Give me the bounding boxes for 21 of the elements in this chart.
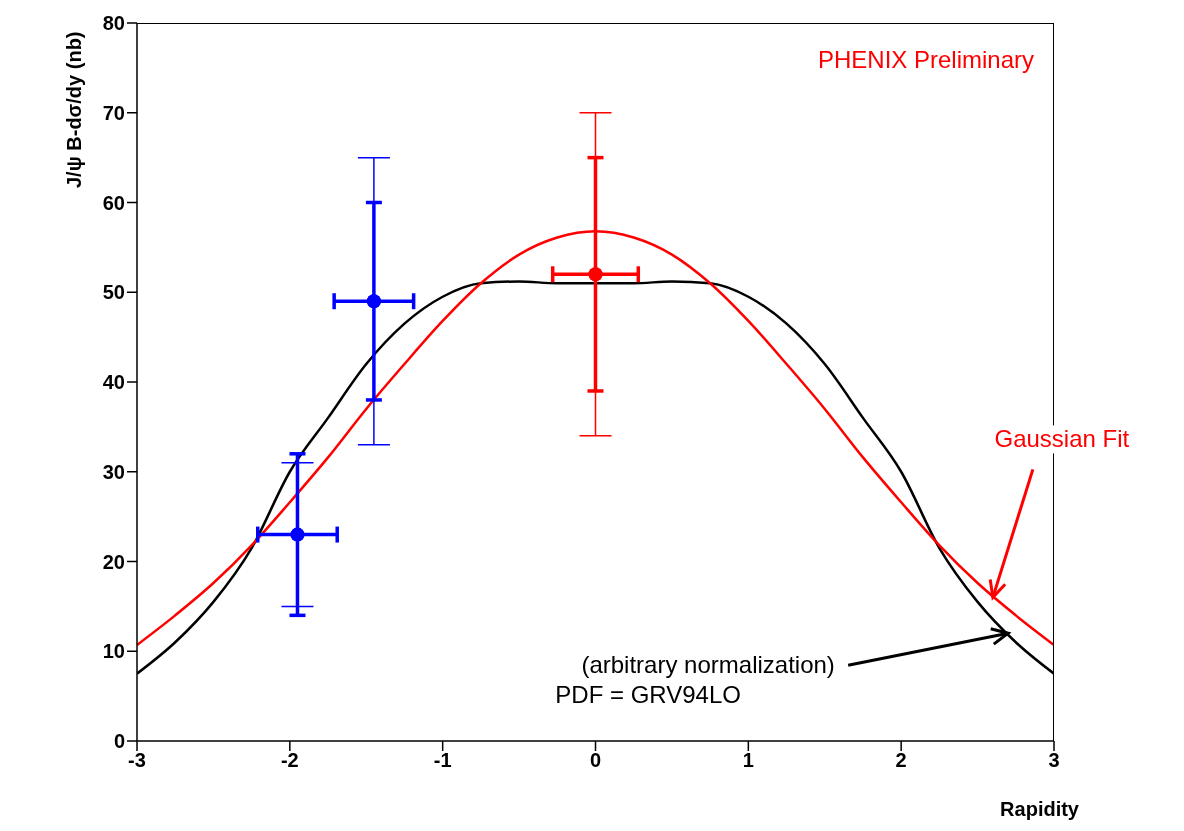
y-tick-label: 60 — [102, 191, 125, 214]
x-tick-label: -3 — [128, 749, 146, 772]
annotation: PHENIX Preliminary — [817, 46, 1034, 73]
x-axis-title: Rapidity — [1000, 798, 1080, 820]
y-tick-label: 50 — [102, 281, 125, 304]
y-tick-label: 80 — [102, 12, 125, 35]
y-tick-label: 0 — [113, 730, 125, 753]
annotation: Gaussian Fit — [994, 425, 1130, 453]
x-tick-label: 1 — [742, 749, 754, 772]
x-tick-label: 3 — [1048, 749, 1060, 772]
x-tick-label: -2 — [280, 749, 299, 772]
y-tick-label: 10 — [102, 640, 125, 663]
y-tick-label: 30 — [102, 460, 125, 483]
y-tick-label: 40 — [102, 371, 125, 394]
y-tick-label: 70 — [102, 101, 125, 124]
x-tick-label: 2 — [895, 749, 907, 772]
x-tick-label: -1 — [433, 749, 452, 772]
y-tick-label: 20 — [102, 550, 125, 573]
annotation: (arbitrary normalization) PDF = GRV94LO — [555, 651, 835, 709]
y-axis-title: J/ψ B-dσ/dy (nb) — [63, 31, 86, 188]
x-tick-label: 0 — [589, 749, 602, 772]
